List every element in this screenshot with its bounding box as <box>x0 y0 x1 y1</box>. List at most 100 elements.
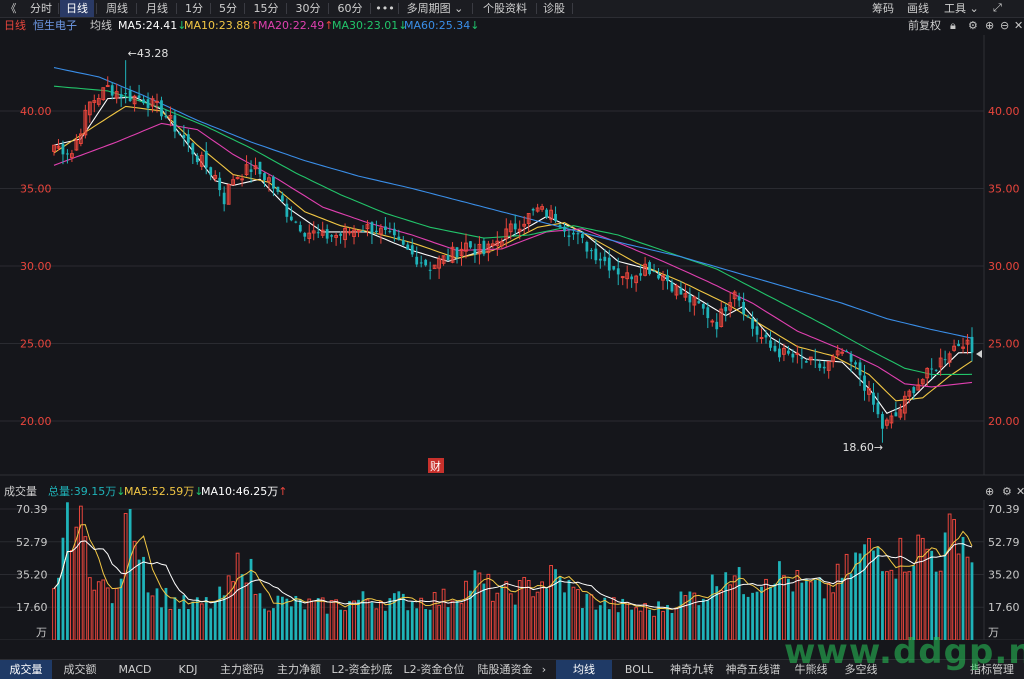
volume-bar-down <box>146 592 150 640</box>
indicator-tab-1[interactable]: 成交额 <box>63 663 97 676</box>
candle-body-up <box>898 409 903 418</box>
volume-bar-up <box>549 565 553 640</box>
volume-bar-up <box>867 537 871 640</box>
period-tab-3[interactable]: 月线 <box>146 2 168 15</box>
adjust-mode[interactable]: 前复权 <box>908 19 941 32</box>
volume-bar-up <box>334 599 339 640</box>
indicator-tab-4[interactable]: 主力密码 <box>220 663 264 676</box>
collapse-icon[interactable]: 《 <box>5 2 17 15</box>
period-tab-5[interactable]: 5分 <box>219 2 237 15</box>
chevron-right-icon[interactable]: › <box>541 663 547 676</box>
chip-button[interactable]: 筹码 <box>872 2 894 15</box>
period-tab-6[interactable]: 15分 <box>253 2 279 15</box>
overlay-tab-6[interactable]: 指标管理 <box>970 663 1014 676</box>
period-tab-0[interactable]: 分时 <box>30 2 52 15</box>
volume-indicator-label[interactable]: 成交量 <box>4 485 37 498</box>
indicator-tab-3[interactable]: KDJ <box>178 663 198 676</box>
volume-bar-down <box>800 582 804 640</box>
period-tab-11[interactable]: 个股资料 <box>483 2 527 15</box>
candle-body-down <box>567 235 571 238</box>
period-tab-9[interactable]: ••• <box>375 2 395 15</box>
zoom-out-icon[interactable]: ⊖ <box>1000 19 1010 32</box>
settings-icon[interactable]: ⚙︎ <box>968 19 978 32</box>
kline-chart[interactable]: 40.00 40.00 35.00 35.00 30.00 30.00 25.00 25.00… <box>0 0 1024 640</box>
candle-body-down <box>652 271 656 273</box>
overlay-tab-3[interactable]: 神奇五线谱 <box>725 663 781 676</box>
volume-bar-down <box>473 570 477 640</box>
volume-tick-label-right: 52.79 <box>988 536 1020 549</box>
candle-body-down <box>876 402 880 415</box>
volume-close-icon[interactable]: ✕ <box>1016 485 1024 498</box>
candle-body-up <box>132 95 137 105</box>
candle-body-up <box>759 337 764 340</box>
candle-body-down <box>142 99 145 104</box>
period-tab-4[interactable]: 1分 <box>185 2 203 15</box>
volume-bar-up <box>74 526 79 640</box>
tools-dropdown[interactable]: 工具 ⌄ <box>944 2 979 15</box>
candle-body-up <box>885 419 889 426</box>
volume-bar-down <box>961 536 965 640</box>
volume-bar-up <box>920 537 925 640</box>
draw-line-button[interactable]: 画线 <box>907 2 929 15</box>
overlay-tab-4[interactable]: 牛熊线 <box>794 663 828 676</box>
volume-bar-down <box>554 569 557 640</box>
indicator-tab-7[interactable]: L2-资金仓位 <box>403 663 465 676</box>
candle-body-down <box>276 186 280 192</box>
volume-bar-down <box>934 571 938 640</box>
candle-body-up <box>526 213 531 224</box>
volume-bar-down <box>688 591 692 640</box>
volume-settings-icon[interactable]: ⚙︎ <box>1002 485 1012 498</box>
volume-bar-up <box>956 553 961 640</box>
volume-bar-down <box>558 576 562 640</box>
period-tab-1[interactable]: 日线 <box>60 0 94 17</box>
candle-body-up <box>320 229 325 236</box>
lock-icon[interactable]: 🔒︎ <box>950 19 956 32</box>
price-tick-label-right: 40.00 <box>988 105 1020 118</box>
volume-zoom-icon[interactable]: ⊕ <box>985 485 995 498</box>
volume-bar-up <box>96 581 101 640</box>
period-tab-7[interactable]: 30分 <box>295 2 321 15</box>
volume-bar-down <box>715 586 719 640</box>
indicator-tab-5[interactable]: 主力净额 <box>277 663 321 676</box>
volume-bar-up <box>652 615 656 640</box>
volume-bar-down <box>258 593 262 640</box>
volume-bar-up <box>437 604 442 640</box>
ma-label[interactable]: 均线 <box>90 19 112 32</box>
period-tab-8[interactable]: 60分 <box>337 2 363 15</box>
candle-body-down <box>854 362 857 365</box>
overlay-tab-2[interactable]: 神奇九转 <box>670 663 714 676</box>
volume-bar-down <box>657 601 660 640</box>
volume-bar-down <box>863 544 866 640</box>
restore-window-icon[interactable]: ⤢ <box>993 1 1002 14</box>
candle-body-down <box>970 336 974 353</box>
candle-body-up <box>105 85 110 88</box>
close-icon[interactable]: ✕ <box>1014 19 1024 32</box>
candle-body-down <box>110 85 114 96</box>
candle-body-down <box>724 306 728 312</box>
volume-bar-down <box>710 574 714 640</box>
zoom-in-icon[interactable]: ⊕ <box>985 19 995 32</box>
price-tick-label-left: 20.00 <box>20 415 52 428</box>
candle-body-up <box>965 339 970 345</box>
indicator-tab-0[interactable]: 成交量 <box>0 660 52 679</box>
overlay-tab-5[interactable]: 多空线 <box>844 663 878 676</box>
volume-bar-up <box>490 600 495 640</box>
indicator-tab-2[interactable]: MACD <box>118 663 152 676</box>
stock-name[interactable]: 恒生电子 <box>33 19 77 32</box>
period-tab-2[interactable]: 周线 <box>106 2 128 15</box>
period-tab-12[interactable]: 诊股 <box>543 2 565 15</box>
high-price-label: ←43.28 <box>128 47 169 60</box>
ma-line-ma5 <box>53 96 973 414</box>
volume-bar-down <box>943 532 947 640</box>
indicator-tab-6[interactable]: L2-资金抄底 <box>331 663 393 676</box>
volume-bar-down <box>513 604 517 640</box>
overlay-tab-1[interactable]: BOLL <box>624 663 654 676</box>
volume-legend-bar: 成交量 总量:39.15万↓ MA5:52.59万↓ MA10:46.25万↑ … <box>0 483 1024 500</box>
period-tab-10[interactable]: 多周期图 ⌄ <box>406 2 464 15</box>
candle-body-down <box>263 173 266 181</box>
volume-bar-up <box>885 571 889 640</box>
volume-bar-down <box>218 586 222 640</box>
overlay-tab-0[interactable]: 均线 <box>556 660 612 679</box>
candle-body-down <box>670 282 674 292</box>
indicator-tab-8[interactable]: 陆股通资金 <box>477 663 533 676</box>
